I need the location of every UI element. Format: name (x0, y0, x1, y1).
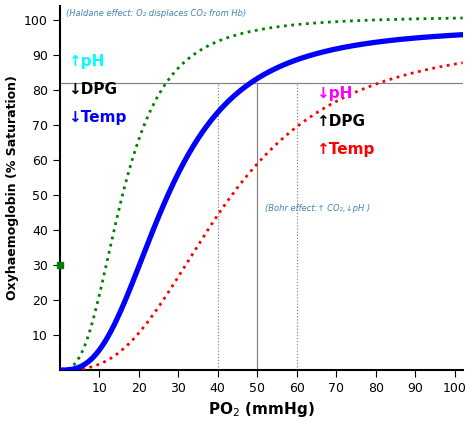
Text: (Bohr effect:↑ CO₂,↓pH ): (Bohr effect:↑ CO₂,↓pH ) (265, 204, 370, 213)
Text: (Haldane effect: O₂ displaces CO₂ from Hb): (Haldane effect: O₂ displaces CO₂ from H… (66, 9, 246, 18)
Text: ↑DPG: ↑DPG (316, 114, 366, 129)
Text: ↑pH: ↑pH (68, 54, 104, 69)
X-axis label: PO$_2$ (mmHg): PO$_2$ (mmHg) (208, 400, 315, 419)
Y-axis label: Oxyhaemoglobin (% Saturation): Oxyhaemoglobin (% Saturation) (6, 75, 18, 300)
Text: ↑Temp: ↑Temp (316, 142, 375, 157)
Text: ↓DPG: ↓DPG (68, 82, 117, 97)
Text: ↓Temp: ↓Temp (68, 110, 126, 125)
Text: ↓pH: ↓pH (316, 86, 353, 101)
